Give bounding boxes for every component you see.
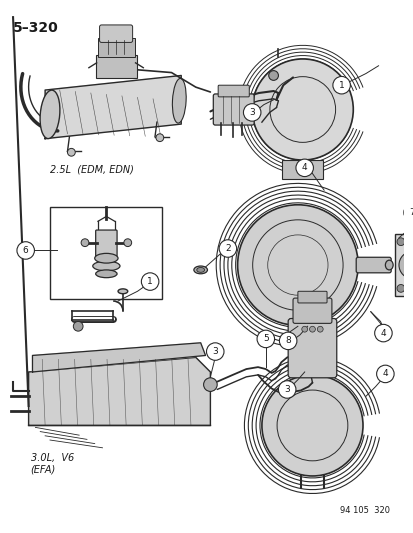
Text: 1: 1 [338, 80, 344, 90]
FancyBboxPatch shape [394, 234, 413, 296]
Ellipse shape [193, 266, 207, 274]
Ellipse shape [40, 90, 60, 139]
FancyBboxPatch shape [287, 319, 336, 378]
Circle shape [396, 285, 404, 292]
Circle shape [123, 239, 131, 247]
FancyBboxPatch shape [95, 55, 136, 78]
Circle shape [203, 378, 217, 391]
Circle shape [396, 238, 404, 246]
FancyBboxPatch shape [218, 85, 249, 97]
Text: 5: 5 [262, 334, 268, 343]
Circle shape [73, 321, 83, 331]
FancyBboxPatch shape [292, 298, 331, 324]
FancyBboxPatch shape [355, 257, 390, 273]
FancyBboxPatch shape [100, 25, 132, 43]
Ellipse shape [196, 268, 204, 272]
Circle shape [156, 134, 163, 142]
Circle shape [374, 325, 391, 342]
Circle shape [316, 326, 323, 332]
Text: 7: 7 [409, 208, 413, 217]
Text: 1: 1 [147, 277, 153, 286]
Text: 2: 2 [225, 244, 230, 253]
Text: 3: 3 [249, 108, 254, 117]
Ellipse shape [95, 270, 117, 278]
FancyBboxPatch shape [95, 230, 117, 256]
FancyBboxPatch shape [282, 160, 323, 180]
Circle shape [17, 241, 34, 259]
Circle shape [376, 365, 393, 383]
Circle shape [67, 148, 75, 156]
Circle shape [243, 104, 260, 121]
Circle shape [252, 59, 352, 160]
Text: 3: 3 [284, 385, 290, 394]
Text: 4: 4 [382, 369, 387, 378]
Circle shape [279, 332, 296, 350]
Text: 94 105  320: 94 105 320 [339, 506, 389, 515]
Text: 2.5L  (EDM, EDN): 2.5L (EDM, EDN) [50, 165, 133, 175]
Ellipse shape [172, 78, 186, 123]
Circle shape [301, 326, 307, 332]
Ellipse shape [118, 289, 128, 294]
Polygon shape [45, 76, 181, 139]
Text: 5–320: 5–320 [13, 21, 59, 35]
Circle shape [81, 239, 89, 247]
Circle shape [295, 159, 313, 176]
Circle shape [403, 204, 413, 221]
FancyBboxPatch shape [213, 94, 254, 125]
Polygon shape [32, 343, 205, 372]
Polygon shape [28, 358, 210, 425]
Text: 3.0L,  V6
(EFA): 3.0L, V6 (EFA) [31, 453, 74, 474]
Circle shape [332, 76, 349, 94]
Bar [50, 207, 161, 299]
FancyBboxPatch shape [297, 292, 326, 303]
Circle shape [261, 375, 362, 476]
Circle shape [256, 330, 274, 348]
Circle shape [218, 240, 236, 257]
Ellipse shape [95, 253, 118, 263]
Text: 8: 8 [285, 336, 290, 345]
Text: 6: 6 [23, 246, 28, 255]
Text: 4: 4 [301, 163, 307, 172]
Circle shape [206, 343, 223, 360]
Text: 3: 3 [212, 347, 218, 356]
Circle shape [268, 70, 278, 80]
Text: 4: 4 [380, 328, 385, 337]
Circle shape [404, 257, 413, 273]
Ellipse shape [385, 260, 392, 270]
Ellipse shape [93, 261, 120, 271]
Circle shape [141, 273, 159, 290]
Circle shape [278, 381, 295, 398]
Circle shape [237, 205, 357, 325]
FancyBboxPatch shape [97, 37, 134, 57]
Circle shape [309, 326, 315, 332]
Circle shape [398, 252, 413, 279]
